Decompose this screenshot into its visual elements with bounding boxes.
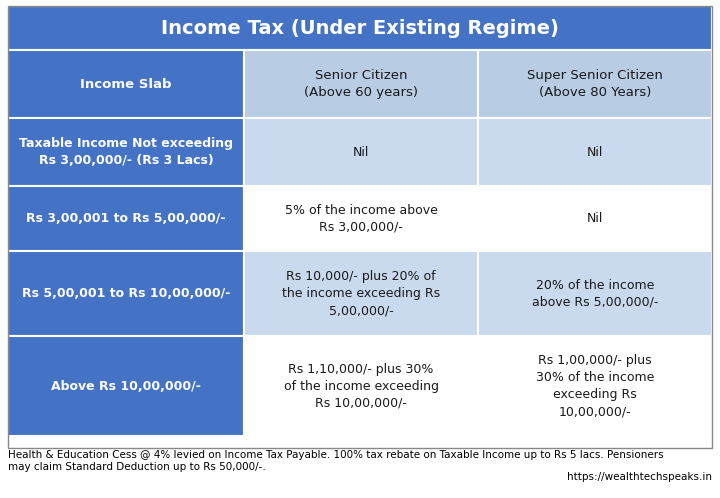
Bar [8,186,244,251]
Text: Rs 1,10,000/- plus 30%
of the income exceeding
Rs 10,00,000/-: Rs 1,10,000/- plus 30% of the income exc… [284,363,438,409]
Text: https://wealthtechspeaks.in: https://wealthtechspeaks.in [567,472,712,482]
Text: Nil: Nil [587,212,603,225]
Text: Nil: Nil [353,145,369,158]
Text: Rs 1,00,000/- plus
30% of the income
exceeding Rs
10,00,000/-: Rs 1,00,000/- plus 30% of the income exc… [536,354,654,418]
Bar [244,336,478,436]
Text: 5% of the income above
Rs 3,00,000/-: 5% of the income above Rs 3,00,000/- [284,204,438,234]
Text: Income Tax (Under Existing Regime): Income Tax (Under Existing Regime) [161,18,559,37]
Text: Rs 10,000/- plus 20% of
the income exceeding Rs
5,00,000/-: Rs 10,000/- plus 20% of the income excee… [282,270,440,317]
Text: Senior Citizen
(Above 60 years): Senior Citizen (Above 60 years) [304,69,418,99]
Text: Health & Education Cess @ 4% levied on Income Tax Payable. 100% tax rebate on Ta: Health & Education Cess @ 4% levied on I… [8,450,664,473]
Bar [244,251,478,336]
Bar [8,6,712,50]
Bar [8,6,712,448]
Text: Income Slab: Income Slab [80,78,171,91]
Bar [478,186,712,251]
Bar [8,251,244,336]
Bar [478,251,712,336]
Text: Rs 5,00,001 to Rs 10,00,000/-: Rs 5,00,001 to Rs 10,00,000/- [22,287,230,300]
Text: Super Senior Citizen
(Above 80 Years): Super Senior Citizen (Above 80 Years) [527,69,663,99]
Bar [478,118,712,186]
Text: Taxable Income Not exceeding
Rs 3,00,000/- (Rs 3 Lacs): Taxable Income Not exceeding Rs 3,00,000… [19,137,233,167]
Bar [8,50,244,118]
Bar [8,118,244,186]
Text: Above Rs 10,00,000/-: Above Rs 10,00,000/- [51,379,201,392]
Bar [244,50,478,118]
Bar [8,336,244,436]
Bar [478,336,712,436]
Text: Nil: Nil [587,145,603,158]
Bar [244,118,478,186]
Bar [244,186,478,251]
Text: Rs 3,00,001 to Rs 5,00,000/-: Rs 3,00,001 to Rs 5,00,000/- [26,212,225,225]
Bar [478,50,712,118]
Text: 20% of the income
above Rs 5,00,000/-: 20% of the income above Rs 5,00,000/- [532,278,658,308]
